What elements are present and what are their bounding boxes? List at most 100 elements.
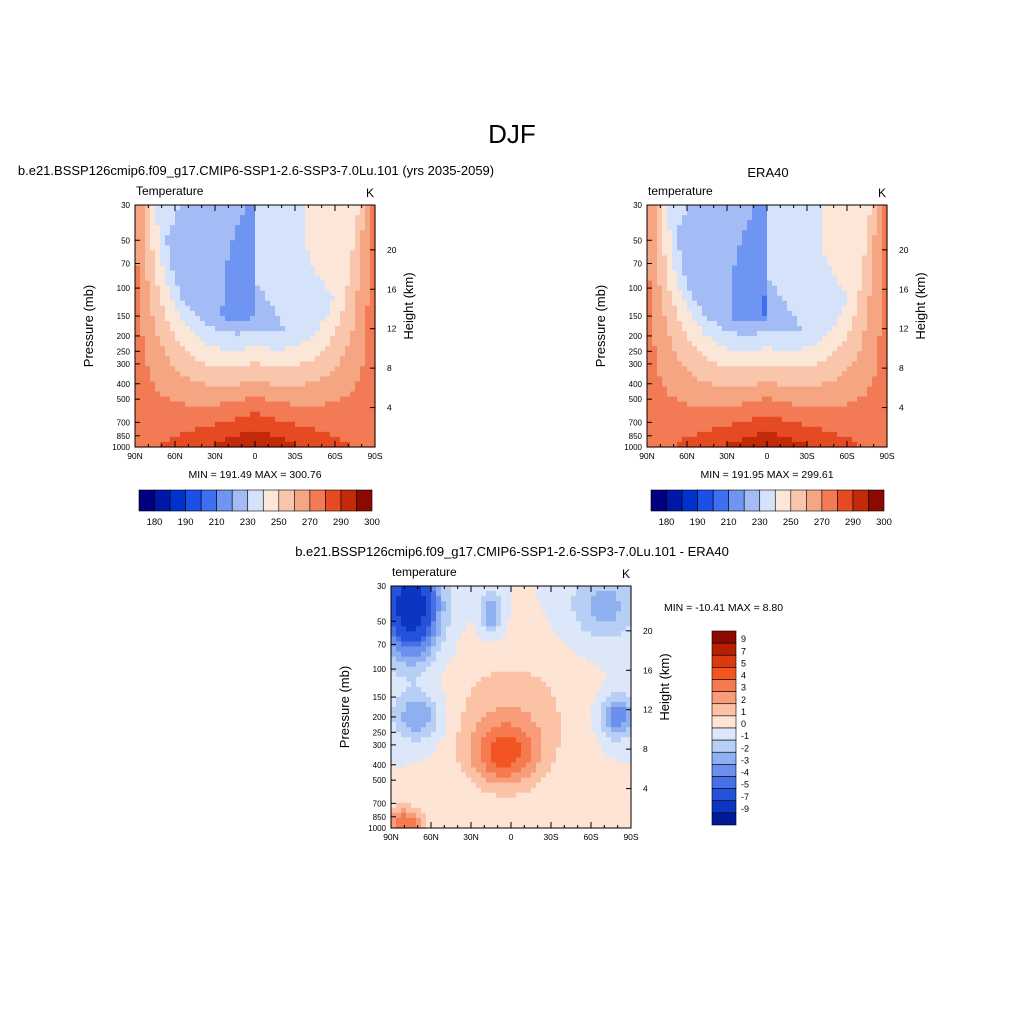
- contour-cell: [155, 326, 161, 332]
- contour-cell: [737, 300, 743, 307]
- contour-cell: [275, 280, 281, 287]
- contour-cell: [822, 421, 828, 428]
- contour-cell: [687, 270, 693, 277]
- contour-cell: [792, 401, 798, 408]
- contour-cell: [877, 280, 883, 287]
- contour-cell: [747, 326, 753, 332]
- contour-cell: [245, 320, 251, 327]
- contour-cell: [807, 240, 813, 246]
- contour-cell: [140, 411, 146, 418]
- colorbar-swatch: [309, 489, 326, 512]
- contour-cell: [807, 300, 813, 307]
- contour-cell: [270, 205, 276, 211]
- contour-cell: [160, 220, 166, 226]
- contour-cell: [707, 230, 713, 236]
- contour-cell: [230, 255, 236, 262]
- contour-cell: [365, 386, 371, 393]
- contour-cell: [586, 591, 592, 597]
- contour-cell: [295, 260, 301, 267]
- contour-cell: [360, 210, 366, 216]
- contour-cell: [647, 351, 653, 357]
- contour-cell: [762, 341, 768, 347]
- contour-cell: [842, 285, 848, 292]
- contour-cell: [812, 336, 818, 342]
- contour-cell: [882, 411, 888, 418]
- contour-cell: [295, 310, 301, 317]
- contour-cell: [812, 416, 818, 423]
- contour-cell: [852, 346, 858, 352]
- contour-cell: [812, 220, 818, 226]
- contour-cell: [245, 310, 251, 317]
- contour-cell: [195, 381, 201, 388]
- contour-cell: [817, 245, 823, 251]
- contour-cell: [145, 386, 151, 393]
- contour-cell: [210, 341, 216, 347]
- contour-cell: [140, 331, 146, 337]
- contour-cell: [265, 396, 271, 403]
- contour-cell: [355, 210, 361, 216]
- contour-cell: [255, 230, 261, 236]
- contour-cell: [140, 341, 146, 347]
- contour-cell: [727, 426, 733, 433]
- contour-cell: [817, 265, 823, 272]
- contour-cell: [295, 320, 301, 327]
- contour-cell: [230, 290, 236, 297]
- contour-cell: [682, 341, 688, 347]
- contour-cell: [687, 366, 693, 372]
- contour-cell: [737, 346, 743, 352]
- contour-cell: [877, 275, 883, 282]
- contour-cell: [250, 210, 256, 216]
- contour-cell: [677, 320, 683, 327]
- contour-cell: [350, 315, 356, 322]
- contour-cell: [170, 391, 176, 398]
- contour-cell: [190, 290, 196, 297]
- contour-cell: [230, 295, 236, 302]
- contour-cell: [852, 411, 858, 418]
- contour-cell: [837, 295, 843, 302]
- contour-cell: [732, 356, 738, 362]
- contour-cell: [270, 230, 276, 236]
- contour-cell: [315, 361, 321, 367]
- contour-cell: [752, 421, 758, 428]
- contour-cell: [265, 331, 271, 337]
- contour-cell: [702, 285, 708, 292]
- contour-cell: [782, 245, 788, 251]
- contour-cell: [657, 396, 663, 403]
- contour-cell: [837, 260, 843, 267]
- contour-cell: [832, 255, 838, 262]
- contour-cell: [140, 310, 146, 317]
- contour-cell: [882, 295, 888, 302]
- contour-cell: [135, 290, 141, 297]
- contour-cell: [255, 305, 261, 312]
- contour-cell: [350, 381, 356, 388]
- contour-cell: [857, 285, 863, 292]
- contour-cell: [235, 396, 241, 403]
- contour-cell: [767, 245, 773, 251]
- contour-cell: [150, 265, 156, 272]
- contour-cell: [190, 391, 196, 398]
- contour-cell: [365, 210, 371, 216]
- contour-cell: [787, 361, 793, 367]
- contour-cell: [712, 240, 718, 246]
- contour-cell: [180, 285, 186, 292]
- contour-cell: [305, 225, 311, 231]
- contour-cell: [305, 411, 311, 418]
- contour-cell: [722, 346, 728, 352]
- contour-cell: [702, 230, 708, 236]
- contour-cell: [747, 416, 753, 423]
- contour-cell: [697, 275, 703, 282]
- contour-cell: [827, 315, 833, 322]
- contour-cell: [797, 401, 803, 408]
- contour-cell: [677, 341, 683, 347]
- contour-cell: [175, 230, 181, 236]
- contour-cell: [777, 315, 783, 322]
- contour-cell: [175, 436, 181, 443]
- contour-cell: [807, 401, 813, 408]
- contour-cell: [315, 305, 321, 312]
- contour-cell: [345, 386, 351, 393]
- contour-cell: [782, 215, 788, 221]
- contour-cell: [370, 220, 376, 226]
- contour-cell: [847, 341, 853, 347]
- contour-cell: [777, 416, 783, 423]
- contour-cell: [220, 250, 226, 257]
